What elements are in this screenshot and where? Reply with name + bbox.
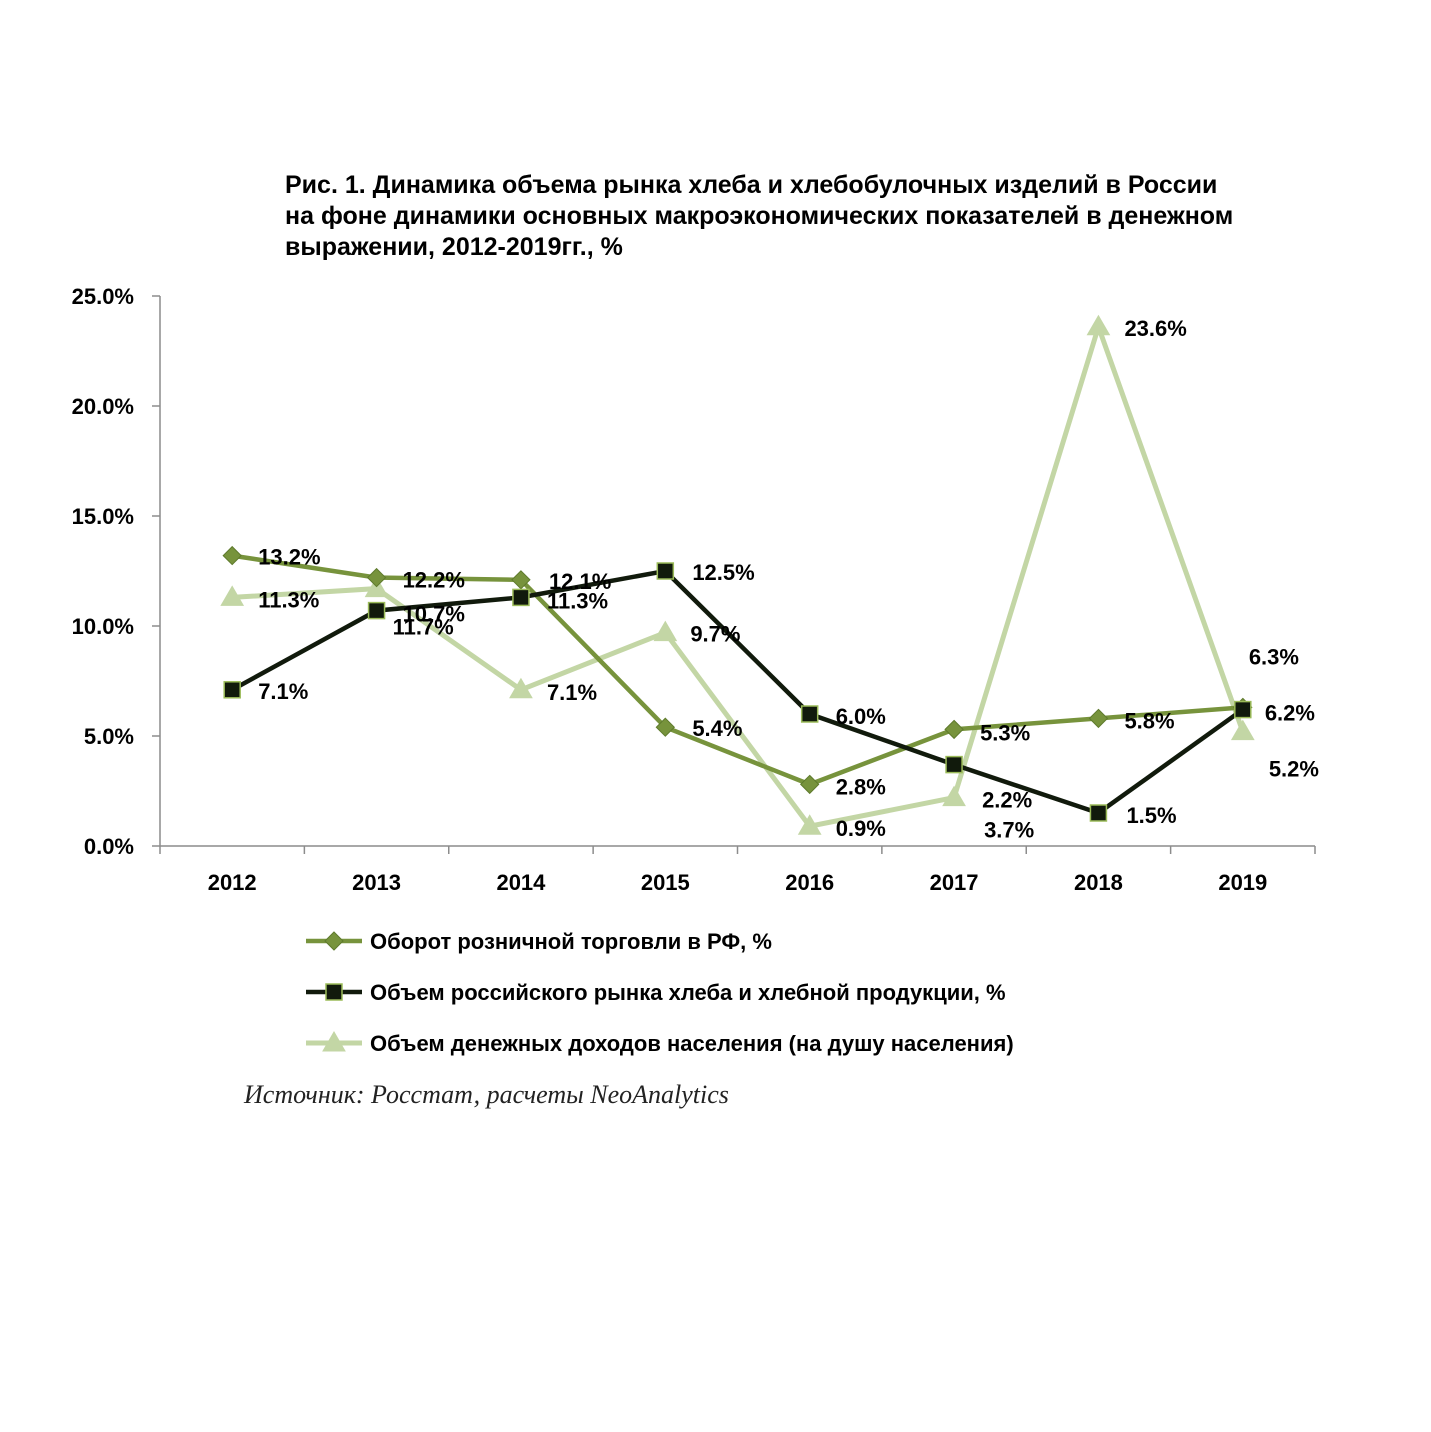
data-point [1088,708,1109,729]
data-label: 1.5% [1126,803,1176,828]
data-label: 5.3% [980,720,1030,745]
series-line [231,553,1243,787]
legend: Оборот розничной торговли в РФ, % Объем р… [306,929,1014,1056]
data-point [1234,700,1252,719]
data-point [799,774,820,795]
x-tick-label: 2015 [641,870,690,895]
chart-title-line-1: Рис. 1. Динамика объема рынка хлеба и хл… [285,171,1218,199]
x-tick-label: 2012 [208,870,257,895]
chart-title-line-2: на фоне динамики основных макроэкономиче… [285,202,1234,230]
data-label: 5.4% [692,716,742,741]
data-label: 6.3% [1249,644,1299,669]
data-point [367,601,386,620]
legend-label: Объем денежных доходов населения (на душ… [370,1031,1014,1056]
data-point [942,785,966,807]
series-1-labels: 13.2% 12.2% 12.1% 5.4% 2.8% 5.3% 5.8% 6.3% [258,545,1299,800]
y-tick-label: 20.0% [72,394,134,419]
x-tick-label: 2013 [352,870,401,895]
data-point [1089,804,1108,822]
data-label: 12.1% [549,569,611,594]
series-3-labels: 11.3% 11.7% 7.1% 9.7% 0.9% 2.2% 23.6% 5.2% [258,316,1319,841]
data-label: 6.2% [1265,701,1315,726]
data-label: 23.6% [1124,316,1186,341]
legend-marker [325,983,343,1001]
data-label: 0.9% [836,816,886,841]
data-label: 7.1% [547,680,597,705]
x-tick-label: 2018 [1074,870,1123,895]
y-tick-label: 10.0% [72,614,134,639]
legend-item-2: Объем российского рынка хлеба и хлебной … [306,980,1006,1005]
data-point [656,562,675,580]
data-label: 5.8% [1124,708,1174,733]
y-tick-label: 25.0% [72,284,134,309]
data-label: 13.2% [258,545,320,570]
data-point [222,545,242,566]
series-2-labels: 7.1% 10.7% 11.3% 12.5% 6.0% 3.7% 1.5% 6.2% [258,560,1315,843]
series-line [232,318,1246,829]
chart-title-line-3: выражении, 2012-2019гг., % [285,233,623,261]
data-label: 11.3% [547,588,608,613]
data-point [797,814,822,835]
data-point [1230,719,1255,741]
data-label: 6.0% [836,704,886,729]
legend-label: Оборот розничной торговли в РФ, % [370,929,772,954]
data-point [655,717,676,737]
legend-marker [324,931,344,951]
data-label: 11.7% [393,615,454,640]
data-label: 3.7% [984,818,1034,843]
data-point [800,705,819,723]
x-tick-label: 2014 [496,870,546,895]
data-point [1086,314,1111,336]
data-point [220,585,245,606]
legend-item-3: Объем денежных доходов населения (на душ… [306,1031,1014,1056]
data-label: 11.3% [258,587,319,612]
chart-title: Рис. 1. Динамика объема рынка хлеба и хл… [285,170,1385,263]
series-2 [223,562,1252,822]
data-point [653,620,678,642]
series-line [231,568,1245,816]
data-point [944,719,964,740]
x-tick-label: 2017 [930,870,979,895]
y-tick-label: 15.0% [72,504,134,529]
y-tick-label: 0.0% [84,834,134,859]
data-point [223,681,241,699]
data-label: 12.5% [692,560,754,585]
data-label: 2.2% [982,788,1032,813]
data-label: 10.7% [403,602,465,627]
data-label: 12.2% [403,568,465,593]
data-point [512,588,530,607]
data-point [366,567,387,588]
series-3 [220,314,1255,835]
data-label: 7.1% [258,679,308,704]
data-point [509,677,533,699]
data-label: 9.7% [690,622,740,647]
legend-label: Объем российского рынка хлеба и хлебной … [370,980,1006,1005]
legend-item-1: Оборот розничной торговли в РФ, % [306,929,772,954]
series-1 [222,545,1253,795]
legend-marker [322,1031,346,1052]
source-note: Источник: Росстат, расчеты NeoAnalytics [244,1080,729,1109]
x-tick-label: 2019 [1218,870,1267,895]
y-tick-label: 5.0% [84,724,134,749]
data-point [945,755,963,774]
data-label: 5.2% [1269,757,1319,782]
data-label: 2.8% [836,774,886,799]
x-tick-label: 2016 [785,870,834,895]
